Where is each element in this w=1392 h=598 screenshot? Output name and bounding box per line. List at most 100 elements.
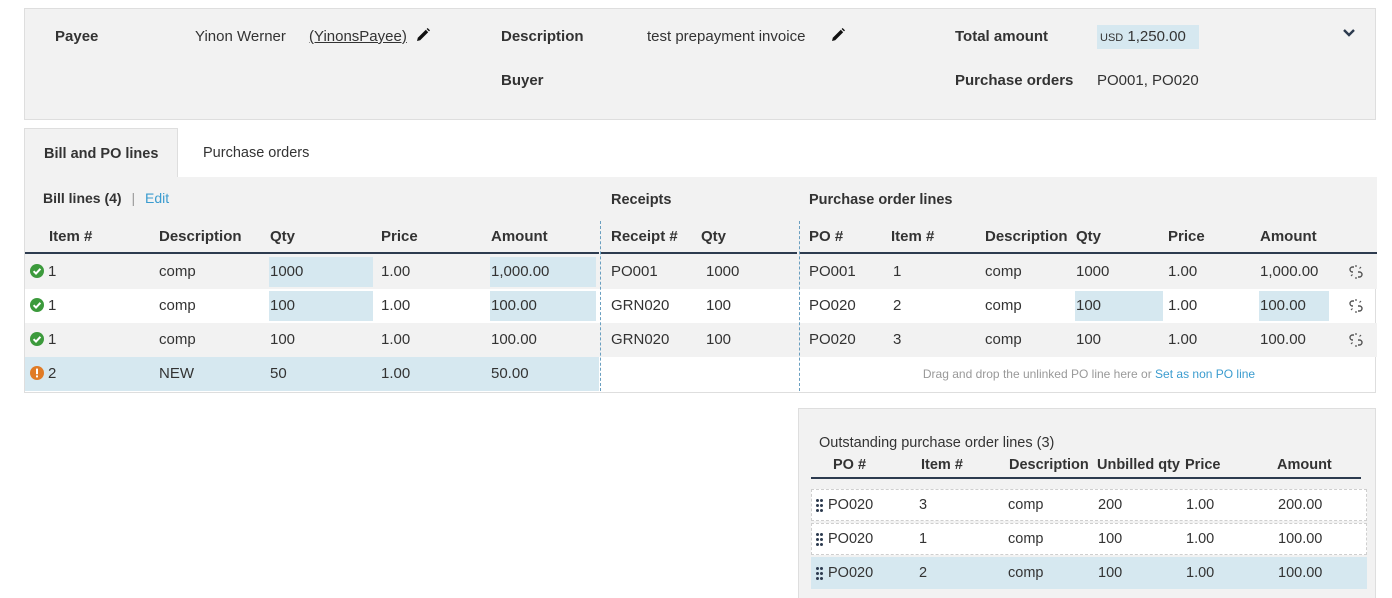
po-amount-cell: 100.00 <box>1260 331 1306 348</box>
item-cell: 2 <box>30 357 56 391</box>
outstanding-col-unbilled-qty: Unbilled qty <box>1097 457 1180 473</box>
outstanding-header-rule <box>811 477 1361 479</box>
price-cell: 1.00 <box>381 331 411 348</box>
receipt-cell: GRN020 <box>611 331 670 348</box>
drag-handle-icon[interactable] <box>816 499 823 512</box>
price-cell: 1.00 <box>381 297 411 314</box>
po-lines-title: Purchase order lines <box>809 192 953 208</box>
outstanding-item-cell: 3 <box>919 497 928 513</box>
check-circle-icon <box>30 332 44 346</box>
total-amount-number: 1,250.00 <box>1127 28 1186 45</box>
description-cell: comp <box>159 263 196 280</box>
receipt-qty-cell: 100 <box>706 331 732 348</box>
outstanding-item-cell: 1 <box>919 531 928 547</box>
po-item-cell: 3 <box>893 331 902 348</box>
po-qty-cell: 1000 <box>1076 263 1110 280</box>
table-row[interactable]: 1 comp 100 1.00 100.00 GRN020 100 PO020 … <box>25 289 1377 323</box>
collapse-chevron-down-icon[interactable] <box>1342 28 1356 38</box>
col-header-po-item: Item # <box>891 228 935 245</box>
description-label: Description <box>501 28 584 45</box>
outstanding-item-cell: 2 <box>919 565 928 581</box>
receipt-qty-cell: 100 <box>706 297 732 314</box>
check-circle-icon <box>30 298 44 312</box>
outstanding-qty-cell: 100 <box>1098 565 1123 581</box>
receipt-cell: PO001 <box>611 263 658 280</box>
bill-lines-title: Bill lines (4) | Edit <box>43 190 169 206</box>
edit-description-pencil-icon[interactable] <box>830 27 846 43</box>
outstanding-row[interactable]: PO020 3 comp 200 1.00 200.00 <box>811 489 1367 521</box>
unlink-icon[interactable] <box>1348 264 1364 280</box>
tab-bar: Bill and PO lines Purchase orders <box>24 128 1376 178</box>
purchase-orders-label: Purchase orders <box>955 72 1074 89</box>
col-header-po-qty: Qty <box>1076 228 1102 245</box>
unlink-icon[interactable] <box>1348 298 1364 314</box>
drop-hint-text: Drag and drop the unlinked PO line here … <box>922 367 1152 381</box>
po-item-cell: 1 <box>893 263 902 280</box>
outstanding-row[interactable]: PO020 2 comp 100 1.00 100.00 <box>811 557 1367 589</box>
bill-lines-count: Bill lines (4) <box>43 190 122 206</box>
outstanding-amount-cell: 100.00 <box>1278 531 1323 547</box>
total-amount-value: USD 1,250.00 <box>1097 25 1199 49</box>
item-cell: 1 <box>30 323 56 357</box>
outstanding-description-cell: comp <box>1008 531 1044 547</box>
col-header-price: Price <box>381 228 418 245</box>
qty-cell: 100 <box>270 331 296 348</box>
description-cell: NEW <box>159 365 194 382</box>
po-line-drop-zone[interactable]: Drag and drop the unlinked PO line here … <box>801 357 1377 391</box>
outstanding-amount-cell: 200.00 <box>1278 497 1323 513</box>
receipts-header-rule <box>601 252 797 254</box>
check-circle-icon <box>30 264 44 278</box>
outstanding-price-cell: 1.00 <box>1186 531 1215 547</box>
table-row[interactable]: 1 comp 1000 1.00 1,000.00 PO001 1000 PO0… <box>25 255 1377 289</box>
col-header-receipt-qty: Qty <box>701 228 727 245</box>
table-row[interactable]: 1 comp 100 1.00 100.00 GRN020 100 PO020 … <box>25 323 1377 357</box>
outstanding-po-cell: PO020 <box>828 531 874 547</box>
amount-cell: 100.00 <box>491 297 537 314</box>
outstanding-description-cell: comp <box>1008 497 1044 513</box>
receipt-cell: GRN020 <box>611 297 670 314</box>
outstanding-price-cell: 1.00 <box>1186 497 1215 513</box>
po-header-rule <box>799 252 1377 254</box>
tab-bill-and-po-lines[interactable]: Bill and PO lines <box>24 128 179 178</box>
outstanding-col-description: Description <box>1009 457 1089 473</box>
outstanding-row[interactable]: PO020 1 comp 100 1.00 100.00 <box>811 523 1367 555</box>
bill-receipts-divider <box>600 221 601 391</box>
receipt-qty-cell: 1000 <box>706 263 740 280</box>
item-cell: 1 <box>30 289 56 323</box>
outstanding-po-lines-panel: Outstanding purchase order lines (3) PO … <box>798 408 1376 598</box>
outstanding-price-cell: 1.00 <box>1186 565 1215 581</box>
amount-cell: 100.00 <box>491 331 537 348</box>
payee-id-link[interactable]: (YinonsPayee) <box>309 28 407 45</box>
receipts-po-divider <box>799 221 800 391</box>
outstanding-qty-cell: 100 <box>1098 531 1123 547</box>
drag-handle-icon[interactable] <box>816 533 823 546</box>
po-amount-cell: 100.00 <box>1260 297 1306 314</box>
payee-label: Payee <box>55 28 99 45</box>
description-cell: comp <box>159 331 196 348</box>
edit-payee-pencil-icon[interactable] <box>415 27 431 43</box>
tab-purchase-orders[interactable]: Purchase orders <box>203 145 310 161</box>
col-header-po: PO # <box>809 228 844 245</box>
po-cell: PO020 <box>809 331 856 348</box>
outstanding-po-cell: PO020 <box>828 565 874 581</box>
col-header-receipt: Receipt # <box>611 228 678 245</box>
exclamation-circle-icon <box>30 366 44 380</box>
description-cell: comp <box>159 297 196 314</box>
col-header-description: Description <box>159 228 242 245</box>
qty-cell: 100 <box>270 297 296 314</box>
drag-handle-icon[interactable] <box>816 567 823 580</box>
unlink-icon[interactable] <box>1348 332 1364 348</box>
col-header-amount: Amount <box>491 228 548 245</box>
po-amount-cell: 1,000.00 <box>1260 263 1319 280</box>
payee-name: Yinon Werner <box>195 28 286 45</box>
outstanding-col-amount: Amount <box>1277 457 1332 473</box>
po-description-cell: comp <box>985 263 1022 280</box>
edit-bill-lines-link[interactable]: Edit <box>145 190 170 206</box>
total-amount-label: Total amount <box>955 28 1049 45</box>
set-as-non-po-line-link[interactable]: Set as non PO line <box>1155 367 1256 381</box>
po-qty-cell: 100 <box>1076 297 1102 314</box>
qty-cell: 1000 <box>270 263 304 280</box>
outstanding-qty-cell: 200 <box>1098 497 1123 513</box>
table-row-unlinked[interactable]: 2 NEW 50 1.00 50.00 <box>25 357 599 391</box>
outstanding-col-po: PO # <box>833 457 867 473</box>
